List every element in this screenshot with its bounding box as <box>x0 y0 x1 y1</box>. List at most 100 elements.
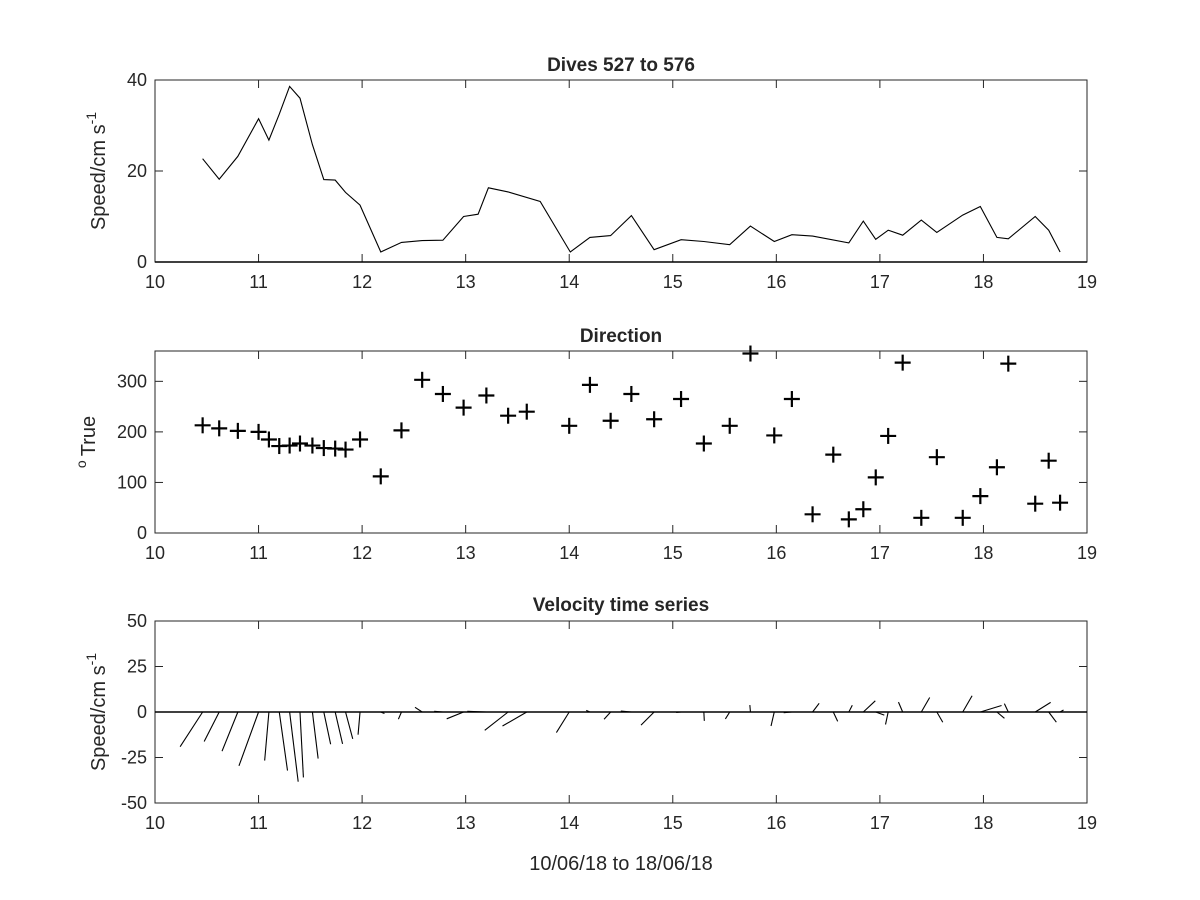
direction-x-tick-label: 16 <box>766 543 786 563</box>
direction-point <box>695 435 712 452</box>
velocity-stick <box>264 711 270 761</box>
direction-point <box>1052 494 1069 511</box>
speed-x-tick-label: 14 <box>559 272 579 292</box>
direction-point <box>211 420 228 437</box>
velocity-x-tick-label: 12 <box>352 813 372 833</box>
direction-x-tick-label: 14 <box>559 543 579 563</box>
velocity-stick <box>770 711 775 727</box>
velocity-panel: Velocity time series Speed/cm s-1 10/06/… <box>83 595 1097 875</box>
velocity-stick <box>996 711 1005 719</box>
speed-y-tick-label: 20 <box>127 161 147 181</box>
direction-point <box>518 403 535 420</box>
direction-point <box>804 506 821 523</box>
velocity-stick <box>586 709 591 713</box>
direction-point <box>434 385 451 402</box>
speed-x-tick-label: 12 <box>352 272 372 292</box>
velocity-stick <box>299 711 304 778</box>
direction-point <box>1040 452 1057 469</box>
speed-x-tick-label: 17 <box>870 272 890 292</box>
direction-point <box>988 459 1005 476</box>
direction-point <box>281 437 298 454</box>
direction-point <box>304 437 321 454</box>
speed-series <box>155 85 1087 263</box>
velocity-stick <box>884 711 889 725</box>
direction-point <box>455 399 472 416</box>
speed-chart-title: Dives 527 to 576 <box>547 55 695 76</box>
velocity-stick <box>357 711 361 735</box>
velocity-stick <box>875 711 885 716</box>
direction-x-tick-label: 12 <box>352 543 372 563</box>
direction-point <box>414 371 431 388</box>
speed-plot-area <box>154 79 1088 263</box>
velocity-stick <box>278 711 289 771</box>
velocity-y-tick-label: 25 <box>127 657 147 677</box>
direction-y-tick-label: 0 <box>137 523 147 543</box>
velocity-stick <box>555 711 570 733</box>
velocity-stick <box>446 711 464 720</box>
speed-axis-ticks: 10 11 12 13 14 15 16 17 18 19 0 20 40 <box>127 70 1097 292</box>
velocity-stick <box>203 711 220 742</box>
direction-x-tick-label: 19 <box>1077 543 1097 563</box>
velocity-stick <box>1003 703 1009 713</box>
direction-point <box>673 391 690 408</box>
direction-point <box>291 435 308 452</box>
direction-point <box>783 391 800 408</box>
direction-x-tick-label: 17 <box>870 543 890 563</box>
velocity-stick <box>920 697 931 713</box>
direction-point <box>1027 495 1044 512</box>
direction-point <box>229 422 246 439</box>
direction-point <box>894 354 911 371</box>
velocity-stick <box>862 700 876 713</box>
velocity-stick <box>936 711 944 723</box>
velocity-x-tick-label: 17 <box>870 813 890 833</box>
direction-point <box>742 345 759 362</box>
velocity-stick <box>603 711 612 720</box>
speed-x-tick-label: 13 <box>456 272 476 292</box>
speed-x-tick-label: 10 <box>145 272 165 292</box>
velocity-stick <box>962 695 973 713</box>
direction-point <box>478 387 495 404</box>
speed-x-tick-label: 18 <box>973 272 993 292</box>
velocity-stick <box>484 711 509 731</box>
velocity-x-tick-label: 16 <box>766 813 786 833</box>
direction-point <box>337 441 354 458</box>
direction-y-tick-label: 300 <box>117 371 147 391</box>
velocity-stick <box>345 711 354 740</box>
velocity-x-tick-label: 18 <box>973 813 993 833</box>
velocity-x-tick-label: 11 <box>249 813 268 833</box>
velocity-stick <box>179 711 204 747</box>
direction-point <box>260 431 277 448</box>
direction-x-tick-label: 11 <box>249 543 268 563</box>
velocity-x-tick-label: 19 <box>1077 813 1097 833</box>
velocity-stick <box>414 706 423 713</box>
direction-x-tick-label: 15 <box>663 543 683 563</box>
direction-point <box>250 423 267 440</box>
velocity-stick <box>749 705 751 713</box>
velocity-x-tick-label: 15 <box>663 813 683 833</box>
direction-point <box>561 417 578 434</box>
direction-series <box>194 345 1069 528</box>
velocity-stick <box>238 711 260 767</box>
direction-x-tick-label: 10 <box>145 543 165 563</box>
direction-panel: Direction oTrue 10 11 12 13 14 15 16 17 18 19 0 100… <box>73 326 1097 563</box>
direction-chart-title: Direction <box>580 326 662 347</box>
velocity-y-tick-label: -50 <box>121 793 147 813</box>
velocity-axis-ticks: 10 11 12 13 14 15 16 17 18 19 -50 -25 0 25 50 <box>121 611 1097 833</box>
direction-point <box>840 511 857 528</box>
direction-point <box>855 501 872 518</box>
speed-y-tick-label: 40 <box>127 70 147 90</box>
velocity-stick <box>323 711 332 745</box>
direction-point <box>825 446 842 463</box>
direction-y-tick-label: 200 <box>117 422 147 442</box>
velocity-stick <box>502 711 528 727</box>
direction-axis-ticks: 10 11 12 13 14 15 16 17 18 19 0 100 200 300 <box>117 351 1097 563</box>
speed-y-axis-label: Speed/cm s-1 <box>83 112 110 230</box>
velocity-stick <box>620 710 632 713</box>
velocity-stick <box>397 711 402 720</box>
velocity-stick <box>783 711 792 714</box>
velocity-x-tick-label: 10 <box>145 813 165 833</box>
velocity-stick <box>334 711 344 745</box>
velocity-stick <box>848 704 853 713</box>
velocity-stick <box>380 711 385 715</box>
velocity-stick <box>1059 709 1064 713</box>
